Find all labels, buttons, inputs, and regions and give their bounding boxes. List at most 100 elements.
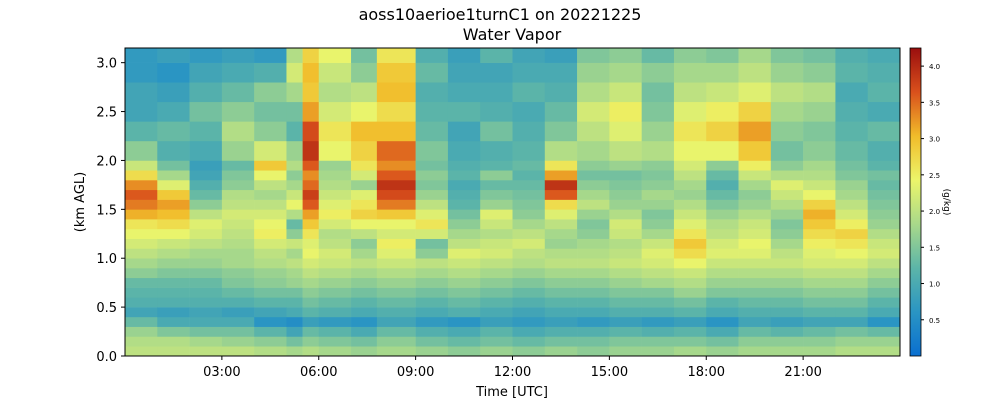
heatmap-cell xyxy=(544,140,578,161)
heatmap-cell xyxy=(447,277,481,288)
heatmap-cell xyxy=(738,170,772,181)
heatmap-cell xyxy=(415,170,449,181)
heatmap-cell xyxy=(609,121,642,142)
heatmap-cell xyxy=(673,199,707,210)
heatmap-cell xyxy=(738,326,772,337)
heatmap-cell xyxy=(318,258,352,269)
heatmap-cell xyxy=(641,189,675,200)
heatmap-cell xyxy=(415,238,449,249)
heatmap-cell xyxy=(221,336,255,347)
heatmap-cell xyxy=(641,199,675,210)
heatmap-cell xyxy=(157,160,190,171)
heatmap-cell xyxy=(318,101,352,122)
heatmap-cell xyxy=(318,316,352,327)
x-axis-label: Time [UTC] xyxy=(475,385,548,400)
heatmap-cell xyxy=(254,82,287,103)
heatmap-cell xyxy=(447,140,481,161)
heatmap-cell xyxy=(125,326,158,337)
heatmap-cell xyxy=(577,238,610,249)
heatmap-cell xyxy=(512,48,546,63)
heatmap-cell xyxy=(738,62,772,83)
heatmap-cell xyxy=(867,307,901,318)
colorbar-tick-label: 2.5 xyxy=(929,172,940,180)
heatmap-cell xyxy=(706,238,739,249)
heatmap-cell xyxy=(286,228,303,239)
heatmap-cell xyxy=(803,268,836,279)
heatmap-cell xyxy=(835,160,869,171)
heatmap-cell xyxy=(376,101,416,122)
heatmap-cell xyxy=(738,101,772,122)
heatmap-cell xyxy=(803,248,836,259)
heatmap-cell xyxy=(318,268,352,279)
heatmap-cell xyxy=(447,287,481,298)
heatmap-cell xyxy=(221,268,255,279)
heatmap-cell xyxy=(738,121,772,142)
heatmap-cell xyxy=(641,316,675,327)
heatmap-cell xyxy=(835,189,869,200)
heatmap-cell xyxy=(673,219,707,230)
heatmap-cell xyxy=(221,307,255,318)
heatmap-cell xyxy=(447,48,481,63)
heatmap-cell xyxy=(157,180,190,191)
heatmap-cell xyxy=(577,287,610,298)
heatmap-cell xyxy=(221,209,255,220)
heatmap-cell xyxy=(302,307,320,318)
heatmap-cell xyxy=(376,287,416,298)
heatmap-cell xyxy=(706,170,739,181)
heatmap-cell xyxy=(157,62,190,83)
heatmap-cell xyxy=(770,199,804,210)
heatmap-cell xyxy=(447,336,481,347)
heatmap-cell xyxy=(125,297,158,308)
heatmap-cell xyxy=(480,277,513,288)
heatmap-cell xyxy=(125,170,158,181)
heatmap-cell xyxy=(221,82,255,103)
heatmap-cell xyxy=(835,326,869,337)
heatmap-cell xyxy=(351,297,378,308)
heatmap-cell xyxy=(835,238,869,249)
heatmap-cell xyxy=(544,326,578,337)
x-axis: 03:00 06:00 09:00 12:00 15:00 18:00 21:00 xyxy=(203,356,822,380)
heatmap-cell xyxy=(125,219,158,230)
heatmap-cell xyxy=(673,258,707,269)
heatmap-cell xyxy=(512,189,546,200)
heatmap-cell xyxy=(157,82,190,103)
heatmap-cell xyxy=(512,307,546,318)
heatmap-cell xyxy=(609,346,642,357)
heatmap-cell xyxy=(286,287,303,298)
heatmap-cell xyxy=(157,209,190,220)
heatmap-cell xyxy=(706,248,739,259)
heatmap-cell xyxy=(609,228,642,239)
x-tick-label: 18:00 xyxy=(688,365,725,380)
heatmap-cell xyxy=(609,238,642,249)
heatmap-cell xyxy=(673,121,707,142)
heatmap-cell xyxy=(157,287,190,298)
heatmap-cell xyxy=(770,121,804,142)
heatmap-cell xyxy=(835,180,869,191)
heatmap-cell xyxy=(254,326,287,337)
heatmap-cell xyxy=(706,268,739,279)
heatmap-cell xyxy=(415,180,449,191)
heatmap-cell xyxy=(480,170,513,181)
heatmap-cell xyxy=(221,316,255,327)
heatmap-cell xyxy=(221,258,255,269)
heatmap-cell xyxy=(376,140,416,161)
heatmap-cell xyxy=(803,297,836,308)
heatmap-cell xyxy=(706,82,739,103)
heatmap-cell xyxy=(447,199,481,210)
heatmap-cell xyxy=(302,238,320,249)
heatmap-cell xyxy=(867,189,901,200)
heatmap-cell xyxy=(189,189,223,200)
heatmap-cell xyxy=(867,140,901,161)
heatmap-cell xyxy=(577,307,610,318)
heatmap-cell xyxy=(318,336,352,347)
heatmap-cell xyxy=(577,326,610,337)
heatmap-cell xyxy=(221,101,255,122)
heatmap-cell xyxy=(803,170,836,181)
heatmap-cell xyxy=(577,316,610,327)
heatmap-cell xyxy=(351,189,378,200)
heatmap-cell xyxy=(867,48,901,63)
heatmap-cell xyxy=(125,199,158,210)
heatmap-cell xyxy=(302,209,320,220)
heatmap-cell xyxy=(577,101,610,122)
heatmap-cell xyxy=(318,170,352,181)
